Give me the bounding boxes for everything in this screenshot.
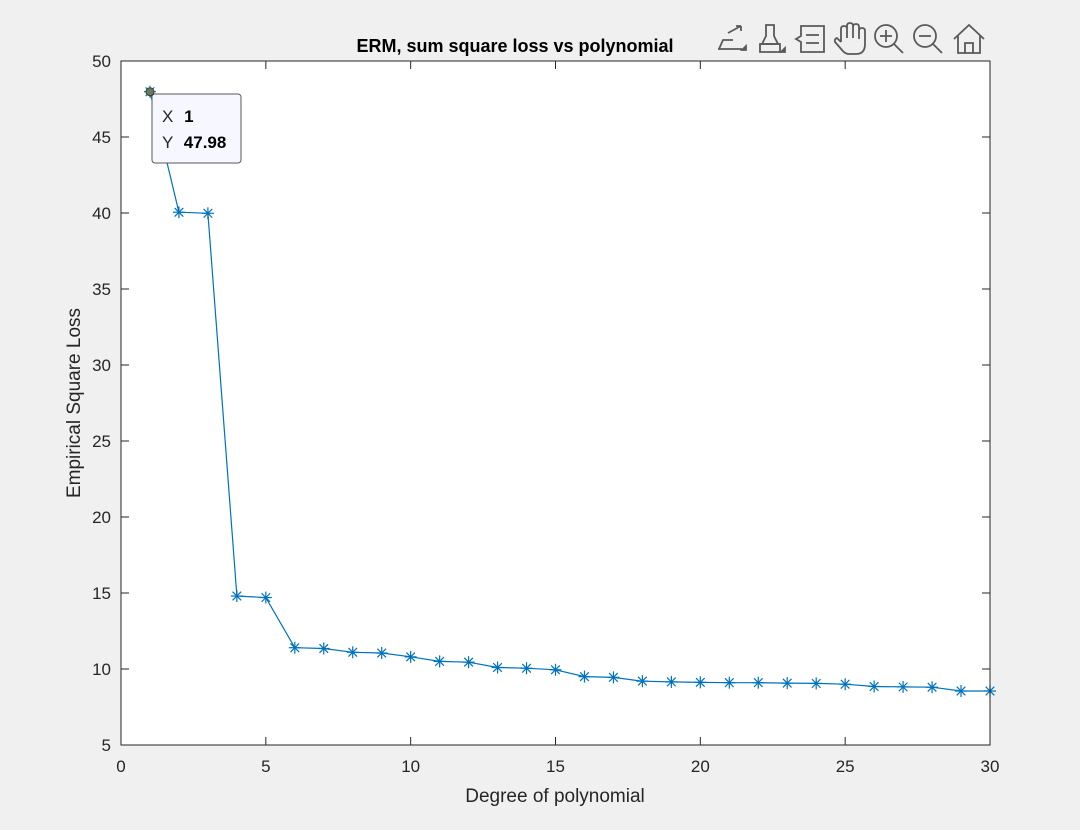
y-tick-label: 40 (92, 204, 111, 223)
data-point[interactable] (201, 207, 214, 220)
data-point[interactable] (868, 680, 881, 693)
data-point[interactable] (665, 675, 678, 688)
data-point[interactable] (230, 590, 243, 603)
data-point[interactable] (317, 642, 330, 655)
data-point[interactable] (404, 650, 417, 663)
datatip-marker[interactable] (145, 87, 155, 97)
brush-icon[interactable] (754, 22, 788, 56)
data-point[interactable] (288, 641, 301, 654)
data-point[interactable] (810, 677, 823, 690)
y-tick-label: 45 (92, 128, 111, 147)
datatip-y-value: 47.98 (184, 133, 227, 152)
datatip-y-row: Y 47.98 (162, 133, 226, 152)
data-point[interactable] (897, 680, 910, 693)
data-point[interactable] (781, 677, 794, 690)
data-point[interactable] (375, 647, 388, 660)
datatip-x-value: 1 (184, 107, 193, 126)
data-point[interactable] (549, 663, 562, 676)
data-point[interactable] (491, 661, 504, 674)
x-tick-label: 0 (116, 757, 125, 776)
data-point[interactable] (433, 655, 446, 668)
export-icon[interactable] (714, 22, 748, 56)
axes-toolbar (714, 22, 988, 56)
plot-area[interactable] (121, 61, 990, 745)
data-point[interactable] (172, 206, 185, 219)
pan-hand-icon[interactable] (833, 22, 867, 56)
y-tick-label: 5 (102, 736, 111, 755)
data-point[interactable] (462, 656, 475, 669)
axes-box (120, 60, 991, 746)
data-point[interactable] (520, 662, 533, 675)
y-tick-label: 50 (92, 52, 111, 71)
zoom-out-icon[interactable] (911, 22, 945, 56)
x-tick-label: 15 (546, 757, 565, 776)
y-tick-label: 30 (92, 356, 111, 375)
data-point[interactable] (259, 591, 272, 604)
data-point[interactable] (752, 676, 765, 689)
datatip-icon[interactable] (794, 22, 828, 56)
data-point[interactable] (694, 676, 707, 689)
y-axis-label: Empirical Square Loss (64, 308, 85, 498)
datatip-x-label: X (162, 107, 173, 126)
data-point[interactable] (926, 681, 939, 694)
datatip-y-label: Y (162, 133, 173, 152)
x-tick-label: 10 (401, 757, 420, 776)
data-point[interactable] (346, 646, 359, 659)
datatip[interactable]: X 1 Y 47.98 (145, 87, 242, 164)
data-point[interactable] (839, 678, 852, 691)
y-tick-label: 15 (92, 584, 111, 603)
home-icon[interactable] (950, 22, 988, 56)
data-point[interactable] (578, 670, 591, 683)
y-tick-label: 25 (92, 432, 111, 451)
x-axis-label: Degree of polynomial (465, 786, 645, 807)
zoom-in-icon[interactable] (872, 22, 906, 56)
data-point[interactable] (636, 675, 649, 688)
datatip-box (151, 93, 242, 164)
x-tick-label: 20 (691, 757, 710, 776)
data-point[interactable] (723, 676, 736, 689)
datatip-x-row: X 1 (162, 107, 194, 126)
data-point[interactable] (607, 671, 620, 684)
data-point[interactable] (955, 685, 968, 698)
x-tick-label: 5 (261, 757, 270, 776)
y-tick-label: 20 (92, 508, 111, 527)
y-tick-label: 10 (92, 660, 111, 679)
chart-title: ERM, sum square loss vs polynomial (356, 36, 673, 56)
x-tick-label: 30 (981, 757, 1000, 776)
y-tick-label: 35 (92, 280, 111, 299)
x-tick-label: 25 (836, 757, 855, 776)
